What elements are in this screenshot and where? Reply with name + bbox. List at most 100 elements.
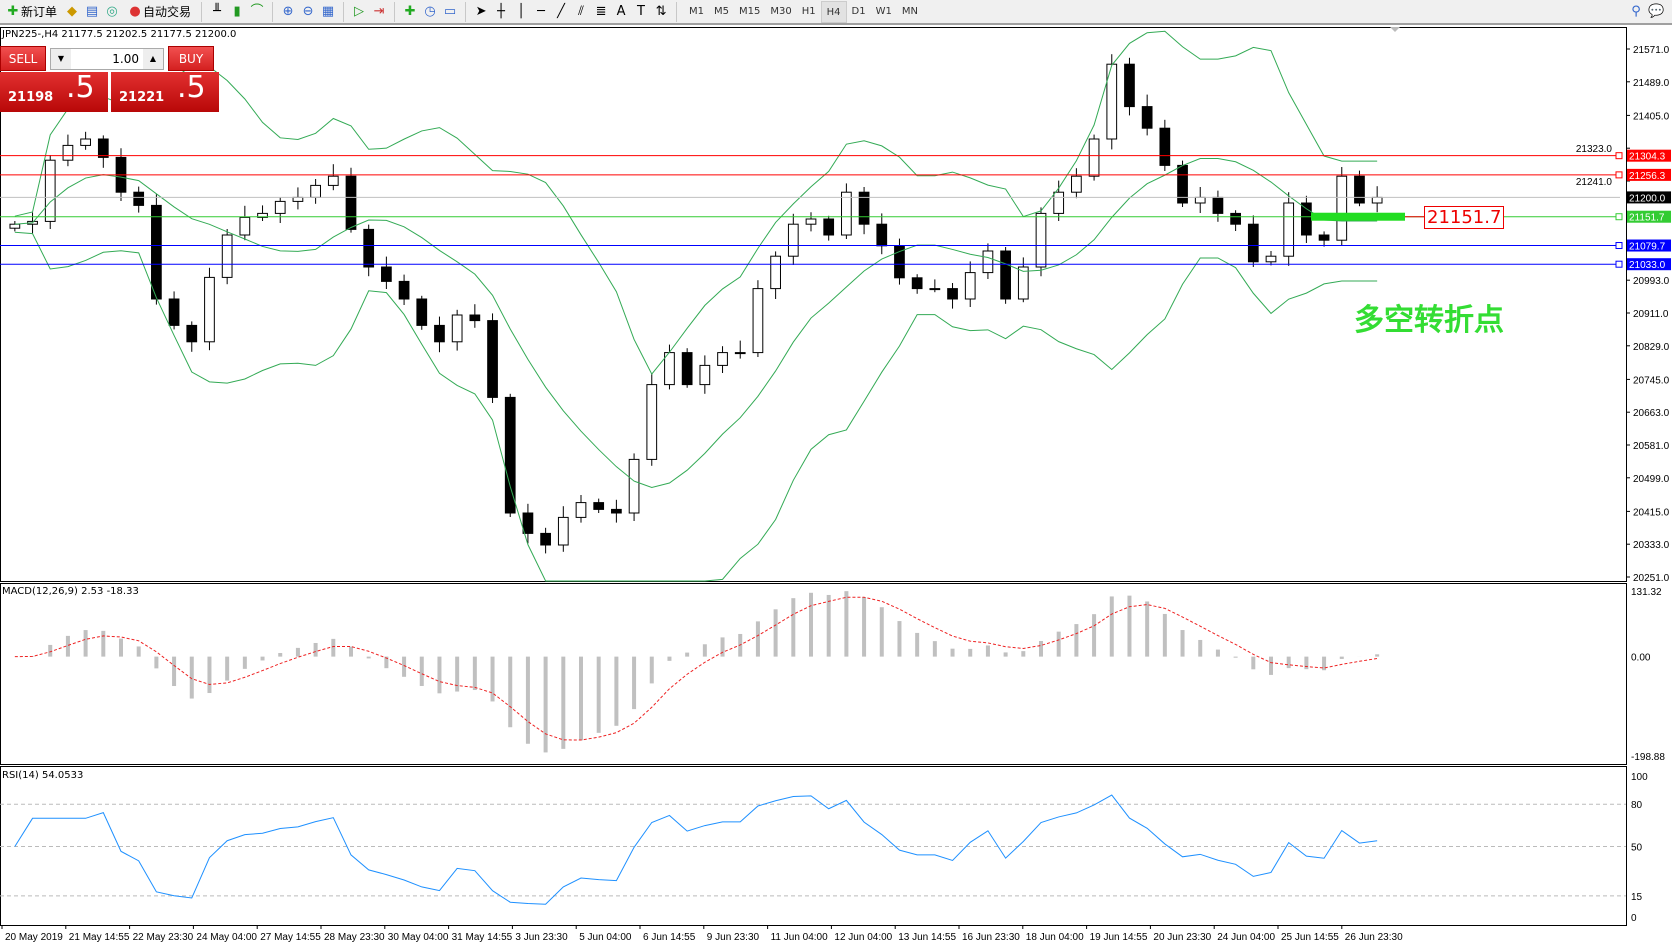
timeframe-d1[interactable]: D1	[851, 5, 866, 17]
level-handle	[1615, 152, 1623, 160]
level-handle	[1615, 260, 1623, 268]
text-label-icon[interactable]: T	[637, 3, 645, 19]
macd-histogram-bar	[189, 656, 194, 699]
lot-increase-button[interactable]: ▲	[143, 49, 163, 69]
buy-price[interactable]: 21221.5	[111, 70, 219, 112]
price-tick-label: 20993.0	[1633, 276, 1670, 287]
line-chart-icon[interactable]: ⌒	[250, 3, 264, 19]
sell-button[interactable]: SELL	[0, 46, 46, 71]
macd-histogram-bar	[1021, 651, 1026, 657]
macd-histogram-bar	[1074, 624, 1079, 657]
macd-histogram-bar	[985, 645, 990, 657]
level-handle	[1615, 171, 1623, 179]
macd-histogram-bar	[844, 591, 849, 657]
search-icon[interactable]: ⚲	[1631, 3, 1641, 19]
timeframe-mn[interactable]: MN	[901, 5, 918, 17]
timeframe-m30[interactable]: M30	[770, 5, 792, 17]
lot-input[interactable]: 1.00	[112, 52, 139, 66]
candle	[699, 364, 711, 386]
macd-histogram-bar	[809, 592, 813, 657]
auto-trade-button[interactable]: ● 自动交易	[124, 1, 194, 23]
buy-button[interactable]: BUY	[168, 46, 214, 71]
arrows-icon[interactable]: ⇅	[655, 3, 667, 19]
equidistant-channel-icon[interactable]: ⫽	[578, 3, 584, 19]
new-order-button[interactable]: ✚ 新订单	[2, 1, 60, 23]
candle	[858, 191, 870, 225]
trendline-icon[interactable]: ╱	[557, 3, 565, 19]
text-icon[interactable]: A	[616, 3, 626, 19]
bollinger-upper	[14, 30, 1378, 375]
macd-histogram-bar	[667, 656, 672, 661]
zoom-out-icon[interactable]: ⊖	[302, 3, 314, 19]
macd-histogram-bar	[1198, 639, 1203, 657]
price-tick-label: 20499.0	[1633, 474, 1670, 485]
horizontal-line-icon[interactable]: ─	[537, 3, 545, 19]
time-tick-label: 12 Jun 04:00	[834, 932, 892, 943]
time-tick-label: 30 May 04:00	[388, 932, 449, 943]
macd-histogram-bar	[543, 656, 548, 753]
candle	[168, 298, 180, 326]
candlestick-icon[interactable]: ▮	[233, 3, 241, 19]
chart-area[interactable]: 21571.0 21489.0 21405.0 21323.0 21241.0 20993…	[0, 27, 1672, 948]
candle	[1194, 196, 1206, 204]
periods-icon[interactable]: ◷	[424, 3, 436, 19]
time-tick-label: 9 Jun 23:30	[707, 932, 760, 943]
timeframe-bar: M1 M5 M15 M30 H1 H4 D1 W1 MN	[684, 0, 923, 23]
templates-icon[interactable]: ▭	[443, 3, 457, 19]
signals-icon[interactable]: ◎	[106, 3, 118, 19]
macd-histogram-bar	[1304, 656, 1309, 670]
market-watch-icon[interactable]: ◆	[67, 3, 78, 19]
candle	[1371, 196, 1383, 204]
candle	[44, 159, 56, 222]
candle	[1017, 266, 1029, 300]
chart-shift-icon[interactable]: ⇥	[373, 3, 385, 19]
bar-chart-icon[interactable]: ╨	[213, 3, 221, 19]
zoom-in-icon[interactable]: ⊕	[282, 3, 294, 19]
timeframe-h1[interactable]: H1	[801, 5, 816, 17]
macd-histogram-bar	[1233, 656, 1238, 658]
macd-histogram-bar	[614, 656, 619, 726]
candle	[752, 288, 764, 354]
macd-histogram-bar	[579, 656, 583, 741]
macd-histogram-bar	[225, 656, 230, 681]
candle	[770, 255, 781, 290]
macd-histogram-bar	[826, 594, 831, 657]
macd-histogram-bar	[437, 656, 442, 694]
candle	[646, 384, 658, 460]
macd-histogram-bar	[313, 642, 318, 657]
time-tick-label: 6 Jun 14:55	[643, 932, 696, 943]
lot-stepper[interactable]: ▼ 1.00 ▲	[50, 48, 164, 70]
macd-histogram-bar	[1180, 630, 1185, 657]
vertical-line-icon[interactable]: │	[517, 3, 525, 19]
candle	[876, 223, 888, 247]
lot-decrease-button[interactable]: ▼	[51, 49, 71, 69]
candle	[274, 200, 286, 214]
macd-histogram-bar	[862, 597, 867, 657]
divider	[676, 1, 678, 22]
price-tick-label: 20581.0	[1633, 441, 1670, 452]
timeframe-m5[interactable]: M5	[714, 5, 730, 17]
candle	[151, 204, 162, 300]
macd-histogram-bar	[65, 635, 70, 657]
auto-scroll-icon[interactable]: ▷	[354, 3, 365, 19]
tile-windows-icon[interactable]: ▦	[321, 3, 335, 19]
cursor-icon[interactable]: ➤	[475, 3, 487, 19]
timeframe-h4[interactable]: H4	[820, 0, 847, 23]
chat-icon[interactable]: 💬	[1648, 3, 1665, 19]
crosshair-icon[interactable]: ┼	[497, 3, 505, 19]
timeframe-m15[interactable]: M15	[739, 5, 761, 17]
timeframe-w1[interactable]: W1	[875, 5, 892, 17]
candle	[133, 191, 145, 206]
candle	[1000, 250, 1011, 300]
timeframe-m1[interactable]: M1	[689, 5, 705, 17]
macd-histogram-bar	[1251, 656, 1256, 670]
level-handle	[1615, 213, 1623, 221]
pivot-annotation: 多空转折点	[1354, 303, 1504, 338]
navigator-icon[interactable]: ▤	[85, 3, 99, 19]
fibonacci-icon[interactable]: ≣	[595, 3, 607, 19]
sell-price[interactable]: 21198.5	[0, 70, 108, 112]
indicators-icon[interactable]: ✚	[404, 3, 416, 19]
macd-histogram-bar	[561, 656, 566, 749]
candle	[487, 320, 498, 398]
rsi-tick-label: 15	[1631, 892, 1643, 903]
